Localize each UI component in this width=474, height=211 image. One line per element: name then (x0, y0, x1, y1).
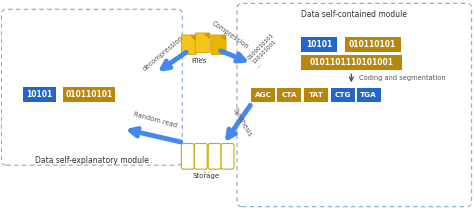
Text: TGA: TGA (360, 92, 377, 98)
Polygon shape (221, 36, 225, 40)
Text: TAT: TAT (309, 92, 323, 98)
FancyBboxPatch shape (194, 143, 207, 169)
Text: 010110101: 010110101 (65, 90, 112, 99)
Polygon shape (191, 36, 195, 40)
FancyBboxPatch shape (63, 87, 115, 101)
Text: Data self-contained module: Data self-contained module (301, 10, 407, 19)
Text: Compression: Compression (210, 20, 250, 50)
FancyBboxPatch shape (301, 55, 401, 70)
Text: Coding and segmentation: Coding and segmentation (359, 75, 446, 81)
FancyBboxPatch shape (211, 35, 226, 55)
FancyBboxPatch shape (208, 143, 221, 169)
FancyBboxPatch shape (23, 87, 55, 101)
FancyBboxPatch shape (304, 88, 328, 101)
Text: 010110101: 010110101 (349, 40, 396, 49)
Text: Random read: Random read (133, 111, 178, 129)
Text: CTA: CTA (282, 92, 297, 98)
Text: decompression: decompression (142, 35, 185, 72)
FancyBboxPatch shape (182, 35, 196, 55)
Text: CTG: CTG (335, 92, 351, 98)
Text: 10101: 10101 (306, 40, 332, 49)
FancyBboxPatch shape (345, 37, 401, 52)
Text: Files: Files (191, 58, 207, 64)
FancyBboxPatch shape (1, 9, 182, 165)
FancyBboxPatch shape (357, 88, 381, 101)
Text: 0100010101
110101001
...: 0100010101 110101001 ... (247, 32, 283, 68)
Text: ...: ... (195, 51, 204, 61)
Text: 0101101110101001: 0101101110101001 (310, 58, 393, 67)
FancyBboxPatch shape (237, 3, 472, 207)
FancyBboxPatch shape (195, 33, 210, 53)
FancyBboxPatch shape (221, 143, 234, 169)
Polygon shape (205, 34, 209, 38)
Text: AGC: AGC (255, 92, 272, 98)
FancyBboxPatch shape (251, 88, 275, 101)
Text: Data self-explanatory module: Data self-explanatory module (35, 156, 149, 165)
FancyBboxPatch shape (277, 88, 301, 101)
Text: Synthesis: Synthesis (232, 107, 253, 138)
Text: 10101: 10101 (26, 90, 52, 99)
FancyBboxPatch shape (301, 37, 337, 52)
Text: Storage: Storage (192, 173, 220, 179)
FancyBboxPatch shape (331, 88, 355, 101)
Text: ...: ... (202, 166, 210, 175)
FancyBboxPatch shape (182, 143, 194, 169)
